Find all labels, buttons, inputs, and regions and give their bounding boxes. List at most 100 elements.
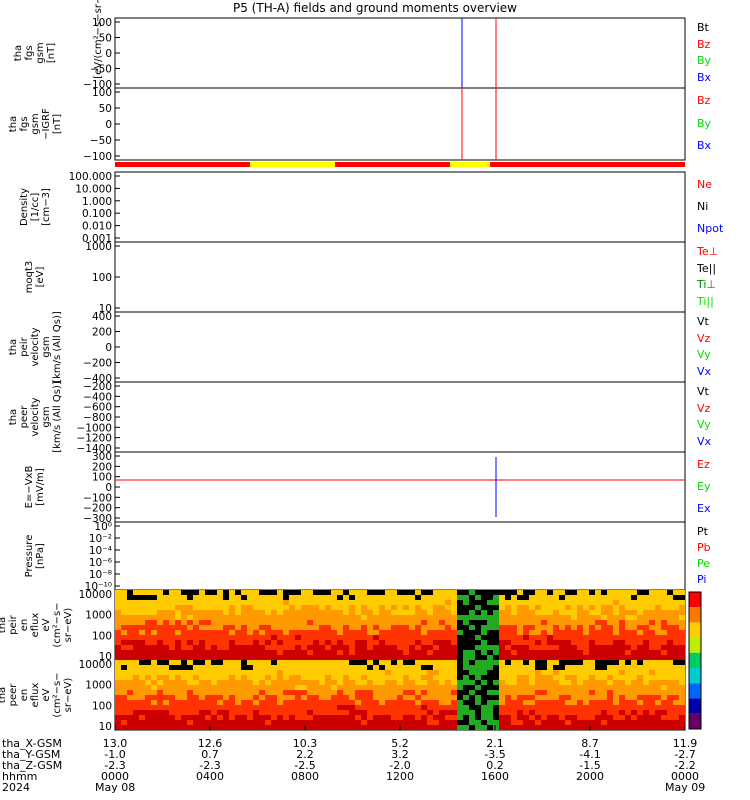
spectro-cell-peer — [223, 720, 229, 725]
spectro-cell-peir — [529, 635, 535, 640]
spectro-cell-peir — [577, 625, 583, 630]
spectro-cell-peer — [613, 685, 619, 690]
spectro-cell-peer — [565, 690, 571, 695]
spectro-cell-peer — [493, 665, 499, 670]
legend-item: Pi — [697, 573, 707, 586]
spectro-cell-peer — [301, 680, 307, 685]
spectro-cell-peer — [661, 700, 667, 705]
spectro-cell-peer — [337, 705, 343, 710]
spectro-cell-peer — [427, 675, 433, 680]
spectro-cell-peir — [577, 655, 583, 660]
spectro-cell-peer — [307, 660, 313, 665]
spectro-cell-peer — [295, 690, 301, 695]
spectro-cell-peir — [439, 590, 445, 595]
spectro-cell-peer — [295, 685, 301, 690]
spectro-cell-peir — [643, 625, 649, 630]
colorbar-swatch — [689, 683, 701, 699]
spectro-cell-peir — [313, 620, 319, 625]
spectro-cell-peir — [463, 645, 469, 650]
spectro-cell-peer — [523, 685, 529, 690]
spectro-cell-peir — [571, 630, 577, 635]
spectro-cell-peer — [217, 685, 223, 690]
spectro-cell-peir — [169, 590, 175, 595]
spectro-cell-peir — [151, 610, 157, 615]
spectro-cell-peer — [427, 670, 433, 675]
spectro-cell-peir — [457, 625, 463, 630]
spectro-cell-peer — [115, 675, 121, 680]
spectro-cell-peir — [355, 610, 361, 615]
spectro-cell-peer — [541, 690, 547, 695]
ytick-label: 10⁰ — [94, 521, 112, 533]
spectro-cell-peir — [325, 640, 331, 645]
spectro-cell-peir — [577, 620, 583, 625]
spectro-cell-peer — [319, 725, 325, 730]
spectro-cell-peir — [589, 655, 595, 660]
legend-item: Ne — [697, 178, 712, 191]
spectro-cell-peir — [187, 615, 193, 620]
spectro-cell-peir — [259, 630, 265, 635]
spectro-cell-peir — [607, 640, 613, 645]
spectro-cell-peer — [493, 725, 499, 730]
spectro-cell-peer — [133, 675, 139, 680]
spectro-cell-peir — [403, 620, 409, 625]
spectro-cell-peer — [625, 700, 631, 705]
spectro-cell-peir — [211, 620, 217, 625]
spectro-cell-peir — [571, 600, 577, 605]
spectro-cell-peer — [175, 685, 181, 690]
spectro-cell-peir — [487, 605, 493, 610]
spectro-cell-peer — [649, 695, 655, 700]
spectro-cell-peir — [223, 595, 229, 600]
spectro-cell-peir — [505, 635, 511, 640]
spectro-cell-peer — [253, 660, 259, 665]
spectro-cell-peer — [223, 690, 229, 695]
spectro-cell-peir — [361, 590, 367, 595]
spectro-cell-peer — [439, 660, 445, 665]
spectro-cell-peir — [667, 600, 673, 605]
spectro-cell-peir — [505, 655, 511, 660]
spectro-cell-peer — [475, 725, 481, 730]
spectro-cell-peer — [121, 685, 127, 690]
spectro-cell-peir — [523, 625, 529, 630]
spectro-cell-peir — [373, 645, 379, 650]
spectro-cell-peir — [343, 610, 349, 615]
spectro-cell-peer — [583, 695, 589, 700]
spectro-cell-peer — [679, 690, 685, 695]
spectro-cell-peir — [553, 600, 559, 605]
spectro-cell-peer — [523, 675, 529, 680]
spectro-cell-peir — [223, 625, 229, 630]
spectro-cell-peir — [499, 620, 505, 625]
spectro-cell-peir — [277, 590, 283, 595]
spectro-cell-peir — [217, 595, 223, 600]
spectro-cell-peir — [613, 640, 619, 645]
spectro-cell-peer — [391, 685, 397, 690]
spectro-cell-peer — [415, 705, 421, 710]
spectro-cell-peer — [571, 675, 577, 680]
spectro-cell-peir — [253, 600, 259, 605]
spectro-cell-peer — [661, 680, 667, 685]
spectro-cell-peir — [589, 605, 595, 610]
spectro-cell-peir — [157, 630, 163, 635]
spectro-cell-peer — [529, 660, 535, 665]
spectro-cell-peir — [175, 635, 181, 640]
spectro-cell-peer — [619, 685, 625, 690]
spectro-cell-peer — [181, 670, 187, 675]
spectro-cell-peir — [661, 640, 667, 645]
xtick-x_gsm: 8.7 — [581, 737, 599, 750]
spectro-cell-peer — [367, 705, 373, 710]
spectro-cell-peir — [517, 605, 523, 610]
spectro-cell-peir — [271, 615, 277, 620]
spectro-cell-peer — [181, 665, 187, 670]
spectro-cell-peer — [673, 690, 679, 695]
spectro-cell-peir — [253, 655, 259, 660]
spectro-cell-peer — [565, 700, 571, 705]
spectro-cell-peir — [361, 595, 367, 600]
spectro-cell-peir — [391, 595, 397, 600]
spectro-cell-peir — [235, 655, 241, 660]
spectro-cell-peir — [385, 615, 391, 620]
spectro-cell-peer — [235, 725, 241, 730]
spectro-cell-peer — [271, 715, 277, 720]
spectro-cell-peer — [625, 670, 631, 675]
xtick-y_gsm: -2.7 — [674, 748, 696, 761]
spectro-cell-peer — [553, 720, 559, 725]
spectro-cell-peer — [487, 710, 493, 715]
